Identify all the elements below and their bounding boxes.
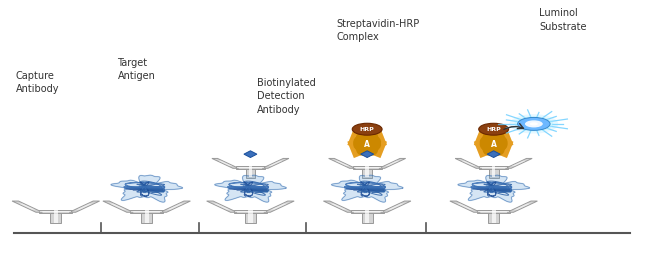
Polygon shape: [324, 201, 354, 212]
Polygon shape: [244, 151, 257, 158]
Polygon shape: [70, 201, 99, 212]
Polygon shape: [352, 166, 382, 169]
Polygon shape: [50, 210, 61, 223]
Polygon shape: [111, 175, 183, 202]
Polygon shape: [246, 166, 255, 178]
Text: A: A: [491, 140, 497, 149]
Polygon shape: [207, 201, 237, 212]
Polygon shape: [361, 210, 372, 223]
Polygon shape: [478, 211, 509, 212]
Polygon shape: [40, 211, 72, 212]
Polygon shape: [480, 167, 507, 168]
Circle shape: [478, 123, 508, 135]
Polygon shape: [491, 210, 496, 223]
Text: Biotinylated
Detection
Antibody: Biotinylated Detection Antibody: [257, 78, 316, 115]
Text: A: A: [364, 140, 370, 149]
Circle shape: [525, 120, 543, 127]
Polygon shape: [268, 161, 283, 166]
Polygon shape: [218, 161, 233, 166]
Text: Luminol
Substrate: Luminol Substrate: [539, 9, 586, 32]
Polygon shape: [235, 211, 266, 212]
Polygon shape: [131, 211, 162, 212]
Circle shape: [352, 123, 382, 135]
Polygon shape: [76, 204, 93, 210]
Polygon shape: [354, 167, 381, 168]
Polygon shape: [385, 161, 400, 166]
Text: HRP: HRP: [486, 127, 501, 132]
Polygon shape: [365, 210, 369, 223]
Polygon shape: [332, 175, 403, 202]
Polygon shape: [212, 158, 239, 168]
Circle shape: [514, 116, 553, 132]
Polygon shape: [506, 158, 532, 168]
Polygon shape: [103, 201, 133, 212]
Polygon shape: [381, 201, 411, 212]
Polygon shape: [54, 210, 58, 223]
Polygon shape: [12, 201, 42, 212]
Polygon shape: [379, 158, 406, 168]
Polygon shape: [350, 210, 384, 213]
Polygon shape: [335, 161, 349, 166]
Polygon shape: [489, 166, 499, 178]
Polygon shape: [455, 158, 482, 168]
Polygon shape: [130, 210, 163, 213]
Circle shape: [510, 114, 558, 134]
Polygon shape: [19, 204, 36, 210]
Circle shape: [530, 122, 538, 126]
Polygon shape: [237, 167, 264, 168]
Polygon shape: [144, 210, 149, 223]
Polygon shape: [330, 204, 347, 210]
Polygon shape: [245, 210, 256, 223]
Text: HRP: HRP: [360, 127, 374, 132]
Polygon shape: [160, 201, 190, 212]
Polygon shape: [248, 210, 252, 223]
Polygon shape: [141, 210, 152, 223]
Polygon shape: [487, 151, 500, 158]
Polygon shape: [492, 166, 495, 177]
Polygon shape: [167, 204, 183, 210]
Polygon shape: [110, 204, 126, 210]
Circle shape: [517, 118, 550, 130]
Polygon shape: [264, 201, 294, 212]
Polygon shape: [236, 166, 265, 169]
Polygon shape: [387, 204, 404, 210]
Polygon shape: [461, 161, 476, 166]
Polygon shape: [479, 166, 508, 169]
Polygon shape: [329, 158, 356, 168]
Text: Target
Antigen: Target Antigen: [118, 57, 155, 81]
Polygon shape: [514, 204, 530, 210]
Polygon shape: [507, 201, 538, 212]
Polygon shape: [234, 210, 267, 213]
Polygon shape: [270, 204, 287, 210]
Polygon shape: [361, 151, 374, 158]
Polygon shape: [214, 175, 286, 202]
Polygon shape: [352, 211, 383, 212]
Polygon shape: [213, 204, 230, 210]
Polygon shape: [39, 210, 72, 213]
Polygon shape: [477, 210, 510, 213]
Polygon shape: [458, 175, 530, 202]
Polygon shape: [248, 166, 252, 177]
Text: Capture
Antibody: Capture Antibody: [16, 70, 59, 94]
Polygon shape: [450, 201, 480, 212]
Text: Streptavidin-HRP
Complex: Streptavidin-HRP Complex: [336, 19, 419, 42]
Polygon shape: [512, 161, 526, 166]
Polygon shape: [262, 158, 289, 168]
Polygon shape: [488, 210, 499, 223]
Polygon shape: [362, 166, 372, 178]
Polygon shape: [457, 204, 473, 210]
Polygon shape: [365, 166, 369, 177]
